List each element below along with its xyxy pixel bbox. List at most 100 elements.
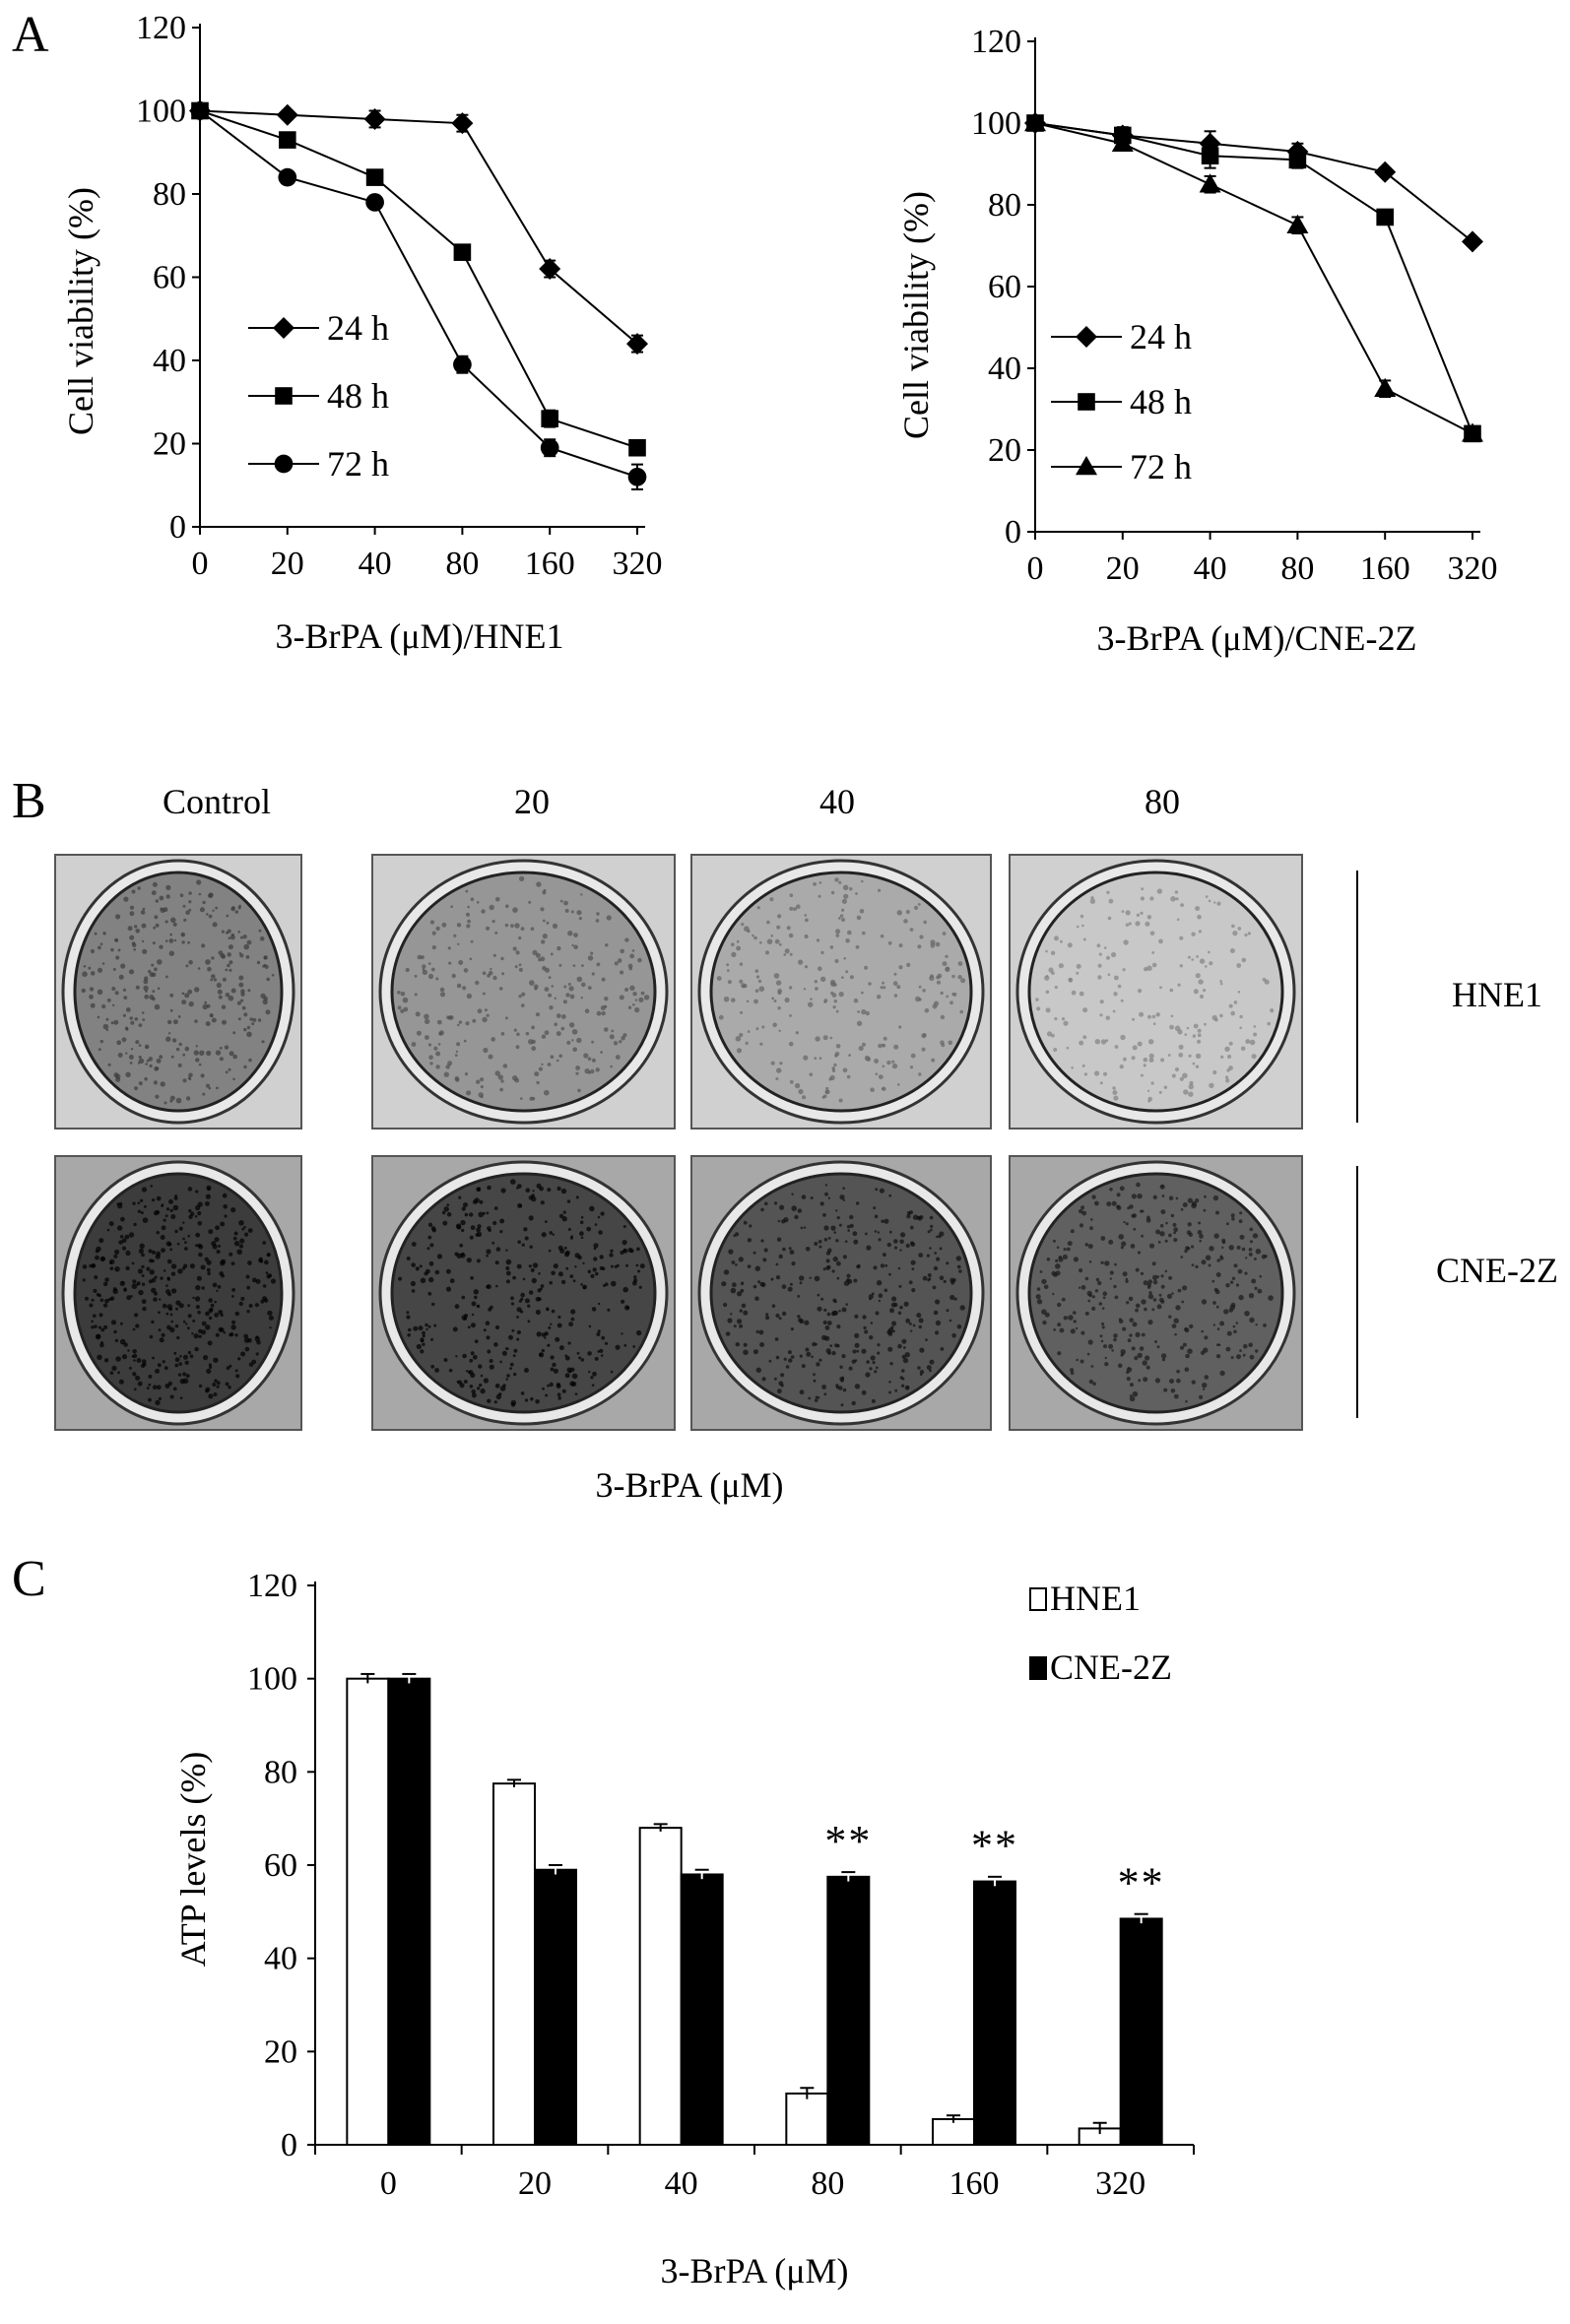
colony-dot [619,995,624,1001]
colony-dot [1145,1355,1150,1361]
colony-dot [145,1063,148,1065]
colony-dot [784,948,790,954]
legend-label: 24 h [1130,317,1192,356]
colony-dot [164,939,168,942]
colony-dot [459,1383,465,1388]
colony-dot [1155,1229,1161,1235]
colony-dot [488,1054,493,1060]
colony-dot [935,1299,941,1305]
colony-dot [824,1184,828,1187]
colony-dot [1044,1312,1050,1318]
colony-dot [400,991,406,997]
colony-dot [1216,1327,1220,1330]
colony-dot [459,1243,464,1248]
legend-marker [1076,456,1097,476]
colony-dot [1191,1263,1195,1266]
colony-dot [846,1273,851,1278]
colony-dot [837,1386,843,1390]
colony-dot [610,1370,614,1374]
colony-dot [1147,1320,1153,1325]
colony-dot [442,1220,448,1226]
significance-marker: ** [1118,1858,1165,1906]
colony-dot [577,1088,581,1093]
x-tick-label-0: 80 [445,546,479,582]
colony-dot [553,1368,559,1374]
colony-dot [115,1073,121,1079]
colony-dot [1129,1204,1134,1209]
colony-dot [1233,1329,1237,1334]
colony-dot [501,1350,507,1356]
colony-dot [824,1090,829,1094]
colony-dot [821,1385,826,1389]
colony-dot [621,1332,623,1335]
colony-dot [125,1250,131,1257]
colony-dot [610,1249,614,1254]
colony-dot [1103,1344,1107,1349]
colony-dot [160,907,163,911]
colony-dot [1204,1375,1210,1380]
colony-dot [140,1363,146,1369]
colony-dot [1039,1270,1043,1273]
y-tick-label-1: 40 [988,351,1021,387]
colony-dot [486,1284,491,1289]
row-label-cne2z: CNE-2Z [1436,1251,1558,1290]
colony-dot [238,1301,243,1307]
well-stain [1027,1172,1284,1414]
colony-dot [726,963,730,967]
colony-dot [135,1323,140,1328]
colony-dot [843,893,849,899]
colony-dot [556,1384,561,1389]
colony-dot [446,1203,450,1206]
colony-dot [201,1321,207,1326]
colony-dot [1228,1003,1233,1008]
colony-dot [946,1261,949,1265]
colony-dot [882,1065,885,1068]
colony-dot [212,1382,217,1388]
colony-dot [643,995,650,1001]
colony-dot [735,1342,740,1347]
colony-dot [1113,1337,1117,1342]
colony-dot [838,992,844,998]
colony-dot [512,1354,516,1358]
data-point-24h [1462,230,1483,253]
colony-dot [109,1259,115,1265]
colony-dot [130,1048,134,1051]
colony-dot [103,1358,109,1363]
colony-dot [428,1260,434,1266]
colony-dot [1180,1256,1184,1259]
colony-dot [882,1043,884,1047]
colony-dot [487,1349,491,1354]
colony-dot [1188,1054,1192,1058]
colony-dot [208,1363,212,1367]
colony-dot [599,1255,604,1259]
colony-dot [106,998,111,1002]
colony-dot [1252,1233,1259,1239]
colony-dot [476,1079,481,1084]
colony-dot [137,1201,141,1204]
colony-dot [529,980,535,986]
colony-dot [194,1346,199,1352]
colony-dot [488,1307,492,1312]
colony-dot [1079,1208,1083,1214]
colony-dot [527,1304,531,1308]
colony-dot [1070,1229,1075,1234]
colony-dot [960,978,966,984]
colony-dot [878,1293,883,1298]
colony-dot [170,1320,173,1323]
colony-dot [616,1263,620,1267]
colony-dot [227,952,231,957]
colony-dot [927,1273,932,1277]
colony-dot [576,910,582,916]
y-tick-label-0: 40 [153,343,186,379]
colony-dot [269,1326,272,1329]
colony-dot [1225,1283,1230,1288]
colony-dot [810,1196,814,1199]
colony-dot [556,1059,559,1063]
colony-dot [557,1271,563,1277]
colony-dot [891,1296,897,1302]
colony-dot [187,989,193,995]
colony-dot [883,1036,887,1041]
colony-dot [1082,1007,1088,1013]
colony-dot [575,1065,580,1070]
colony-dot [1244,1311,1250,1317]
